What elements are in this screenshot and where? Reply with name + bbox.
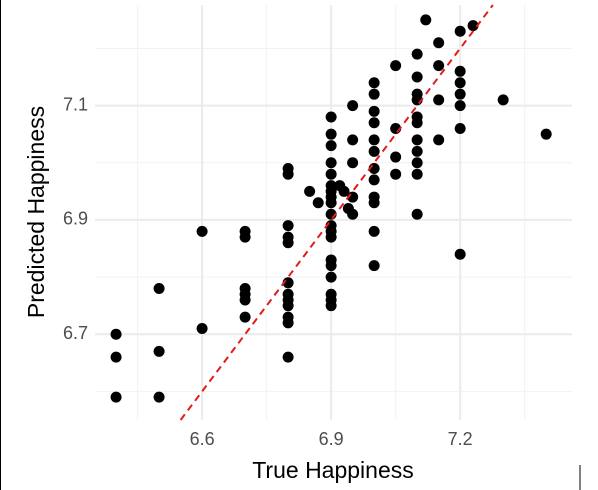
point bbox=[420, 14, 432, 26]
point bbox=[497, 94, 509, 106]
point bbox=[347, 157, 359, 169]
point bbox=[411, 134, 423, 146]
x-tick-label: 6.6 bbox=[190, 429, 215, 449]
point bbox=[325, 157, 337, 169]
point bbox=[467, 20, 479, 32]
x-axis-title: True Happiness bbox=[252, 457, 414, 483]
point bbox=[282, 351, 294, 363]
point bbox=[411, 71, 423, 83]
plot-area bbox=[95, 5, 572, 420]
point bbox=[325, 260, 337, 272]
point bbox=[347, 100, 359, 112]
point bbox=[196, 323, 208, 335]
y-tick-label: 6.9 bbox=[63, 209, 88, 229]
y-tick-label: 6.7 bbox=[63, 323, 88, 343]
point bbox=[368, 134, 380, 146]
point bbox=[153, 345, 165, 357]
x-tick-label: 6.9 bbox=[319, 429, 344, 449]
point bbox=[368, 117, 380, 129]
point bbox=[454, 100, 466, 112]
point bbox=[110, 351, 122, 363]
point bbox=[433, 94, 445, 106]
point bbox=[153, 391, 165, 403]
point bbox=[390, 168, 402, 180]
identity-line bbox=[179, 4, 494, 421]
point bbox=[368, 225, 380, 237]
point bbox=[282, 237, 294, 249]
point bbox=[368, 88, 380, 100]
point bbox=[454, 88, 466, 100]
point bbox=[325, 128, 337, 140]
point bbox=[239, 294, 251, 306]
point bbox=[390, 60, 402, 72]
point bbox=[368, 145, 380, 157]
x-tick-label: 7.2 bbox=[448, 429, 473, 449]
point bbox=[282, 220, 294, 232]
point bbox=[325, 231, 337, 243]
point bbox=[325, 168, 337, 180]
point bbox=[368, 197, 380, 209]
point bbox=[282, 168, 294, 180]
point bbox=[411, 48, 423, 60]
y-tick-label: 7.1 bbox=[63, 94, 88, 114]
point bbox=[454, 25, 466, 37]
point bbox=[368, 105, 380, 117]
point bbox=[347, 134, 359, 146]
y-axis-title: Predicted Happiness bbox=[23, 106, 49, 318]
point bbox=[411, 145, 423, 157]
point bbox=[304, 185, 316, 197]
point bbox=[433, 60, 445, 72]
point bbox=[282, 317, 294, 329]
point bbox=[325, 271, 337, 283]
point bbox=[338, 185, 350, 197]
point bbox=[110, 391, 122, 403]
point bbox=[153, 283, 165, 295]
point bbox=[347, 208, 359, 220]
point bbox=[390, 151, 402, 163]
point bbox=[411, 168, 423, 180]
point bbox=[325, 140, 337, 152]
point bbox=[368, 260, 380, 272]
point bbox=[454, 122, 466, 134]
point bbox=[196, 225, 208, 237]
point bbox=[368, 77, 380, 89]
point bbox=[239, 311, 251, 323]
point bbox=[433, 37, 445, 49]
point bbox=[325, 111, 337, 123]
point bbox=[325, 300, 337, 312]
point bbox=[110, 328, 122, 340]
point bbox=[368, 174, 380, 186]
point bbox=[454, 248, 466, 260]
point bbox=[454, 65, 466, 77]
point bbox=[454, 77, 466, 89]
point bbox=[433, 134, 445, 146]
point bbox=[282, 300, 294, 312]
point bbox=[325, 197, 337, 209]
point bbox=[239, 231, 251, 243]
point bbox=[411, 157, 423, 169]
point bbox=[312, 197, 324, 209]
point bbox=[411, 117, 423, 129]
point bbox=[411, 208, 423, 220]
point bbox=[540, 128, 552, 140]
